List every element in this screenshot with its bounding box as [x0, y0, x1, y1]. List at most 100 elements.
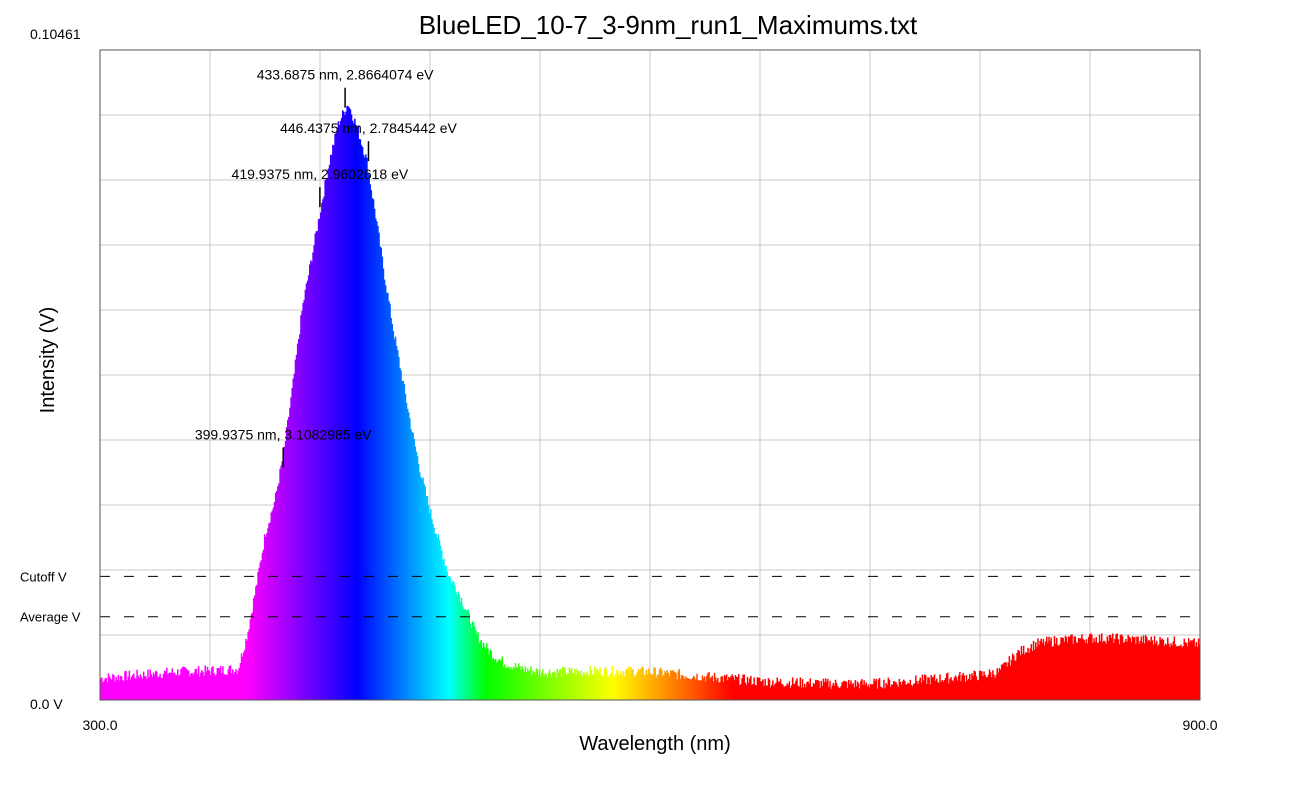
spectrum-bar	[994, 678, 996, 700]
spectrum-bar	[962, 672, 964, 700]
spectrum-bar	[588, 677, 590, 700]
spectrum-bar	[102, 682, 104, 700]
spectrum-bar	[228, 665, 231, 700]
spectrum-bar	[989, 672, 992, 700]
spectrum-bar	[643, 674, 645, 700]
spectrum-bar	[577, 671, 579, 700]
spectrum-bar	[372, 199, 375, 700]
spectrum-bar	[382, 268, 385, 700]
spectrum-bar	[224, 675, 226, 700]
spectrum-bar	[1187, 638, 1190, 700]
spectrum-bar	[122, 680, 124, 700]
spectrum-bar	[362, 154, 365, 700]
spectrum-bar	[639, 670, 641, 700]
spectrum-bar	[700, 680, 703, 700]
chart-title: BlueLED_10-7_3-9nm_run1_Maximums.txt	[419, 10, 918, 40]
spectrum-bar	[657, 674, 660, 700]
spectrum-bar	[1196, 646, 1199, 700]
spectrum-bar	[105, 677, 107, 700]
spectrum-bar	[1173, 636, 1176, 700]
spectrum-area	[100, 105, 1201, 701]
spectrum-bar	[447, 576, 450, 700]
spectrum-bar	[232, 669, 234, 700]
spectrum-bar	[965, 675, 968, 700]
spectrum-bar	[463, 608, 465, 700]
spectrum-bar	[757, 677, 760, 700]
spectrum-bar	[325, 179, 327, 700]
spectrum-bar	[752, 683, 754, 700]
spectrum-bar	[384, 285, 387, 700]
spectrum-bar	[426, 496, 429, 700]
spectrum-bar	[685, 676, 687, 700]
spectrum-bar	[1006, 666, 1008, 700]
spectrum-bar	[120, 676, 123, 700]
spectrum-bar	[103, 680, 105, 700]
spectrum-bar	[824, 678, 827, 700]
spectrum-bar	[730, 676, 732, 700]
spectrum-bar	[941, 680, 943, 700]
spectrum-bar	[219, 665, 222, 700]
spectrum-bar	[810, 686, 813, 700]
spectrum-bar	[1117, 639, 1119, 700]
spectrum-bar	[241, 656, 244, 700]
spectrum-bar	[567, 673, 569, 700]
spectrum-bar	[796, 678, 798, 700]
spectrum-bar	[100, 678, 102, 700]
spectrum-bar	[184, 667, 187, 700]
spectrum-bar	[764, 678, 766, 700]
spectrum-bar	[208, 671, 211, 700]
spectrum-bar	[769, 687, 772, 700]
spectrum-bar	[1022, 645, 1025, 700]
spectrum-bar	[694, 677, 696, 700]
spectrum-bar	[771, 685, 773, 700]
spectrum-bar	[133, 673, 135, 700]
spectrum-bar	[1020, 646, 1023, 700]
spectrum-bar	[449, 577, 452, 700]
spectrum-bar	[411, 432, 413, 700]
spectrum-bar	[772, 680, 774, 700]
spectrum-bar	[582, 672, 585, 700]
spectrum-bar	[585, 676, 587, 700]
spectrum-bar	[860, 680, 862, 700]
spectrum-bar	[713, 672, 716, 700]
spectrum-bar	[1126, 641, 1128, 700]
spectrum-bar	[1049, 640, 1051, 700]
spectrum-bar	[597, 669, 599, 700]
spectrum-bar	[1120, 634, 1123, 700]
spectrum-bar	[307, 275, 310, 700]
spectrum-bar	[1146, 637, 1148, 700]
spectrum-bar	[316, 230, 319, 700]
spectrum-bar	[478, 643, 480, 700]
spectrum-bar	[983, 671, 985, 700]
spectrum-bar	[460, 597, 463, 700]
spectrum-bar	[719, 682, 721, 700]
spectrum-bar	[1011, 653, 1014, 700]
spectrum-bar	[617, 669, 619, 700]
spectrum-bar	[864, 684, 866, 700]
spectrum-bar	[806, 682, 808, 700]
spectrum-bar	[976, 680, 979, 700]
spectrum-bar	[641, 666, 643, 700]
spectrum-bar	[991, 677, 993, 700]
spectrum-bar	[938, 683, 940, 700]
spectrum-bar	[1169, 646, 1171, 700]
spectrum-bar	[522, 669, 524, 700]
spectrum-bar	[1197, 638, 1200, 700]
spectrum-bar	[389, 303, 391, 700]
spectrum-bar	[371, 198, 374, 700]
spectrum-bar	[193, 672, 195, 700]
spectrum-bar	[424, 486, 426, 700]
spectrum-bar	[722, 681, 725, 700]
spectrum-bar	[578, 670, 580, 700]
spectrum-bar	[364, 157, 366, 700]
spectrum-bar	[1149, 641, 1151, 700]
spectrum-bar	[978, 670, 981, 700]
spectrum-bar	[168, 673, 170, 700]
spectrum-bar	[590, 670, 593, 700]
spectrum-bar	[108, 676, 111, 700]
spectrum-bar	[1054, 643, 1057, 700]
spectrum-bar	[866, 686, 869, 700]
spectrum-bar	[635, 673, 638, 700]
spectrum-bar	[1128, 636, 1130, 700]
spectrum-bar	[128, 670, 131, 700]
